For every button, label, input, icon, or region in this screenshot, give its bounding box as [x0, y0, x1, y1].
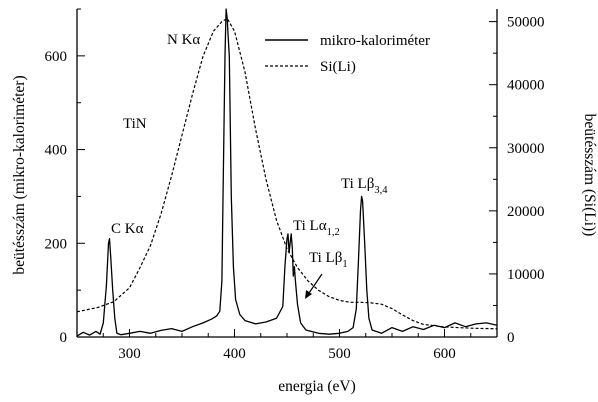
right-y-tick-label: 50000 — [507, 15, 545, 31]
x-axis-title: energia (eV) — [278, 378, 356, 395]
series-line-mikro-kalorim-ter — [76, 8, 498, 337]
axis-ticks: 300 400 500 600 0 200 400 600 0 10000 20000 30000 40… — [45, 8, 545, 362]
annotation-cka: C Kα — [111, 221, 144, 237]
annotation-ti-lb34-main: Ti Lβ — [341, 176, 374, 192]
right-y-tick-label: 10000 — [507, 267, 545, 283]
annotation-ti-lb1: Ti Lβ1 — [309, 250, 348, 270]
annotation-arrow — [305, 273, 323, 299]
left-y-tick-label: 600 — [45, 49, 68, 65]
x-tick-label: 300 — [118, 346, 141, 362]
left-y-tick-label: 0 — [60, 330, 68, 346]
x-tick-label: 500 — [328, 346, 351, 362]
right-y-tick-label: 0 — [507, 330, 515, 346]
series-line-si-li — [76, 17, 498, 330]
right-y-tick-label: 20000 — [507, 204, 545, 220]
annotation-ti-la-sub: 1,2 — [327, 227, 340, 238]
left-y-tick-label: 400 — [45, 143, 68, 159]
x-tick-label: 600 — [433, 346, 456, 362]
annotation-ti-lb34: Ti Lβ3,4 — [341, 176, 388, 196]
legend-label-si-li: Si(Li) — [320, 59, 356, 75]
right-y-tick-label: 40000 — [507, 78, 545, 94]
annotation-ti-la: Ti Lα1,2 — [293, 218, 340, 238]
annotation-ti-lb34-sub: 3,4 — [374, 185, 388, 196]
annotation-tin: TiN — [123, 116, 147, 132]
legend: mikro-kaloriméter Si(Li) — [265, 33, 430, 75]
legend-label-mikro-kalorimeter: mikro-kaloriméter — [320, 33, 430, 49]
annotation-ti-lb1-main: Ti Lβ — [309, 250, 342, 266]
plot-frame — [76, 9, 498, 338]
right-y-tick-label: 30000 — [507, 141, 545, 157]
left-y-axis-title: beütésszám (mikro-kaloriméter) — [11, 75, 28, 274]
annotation-ti-la-main: Ti Lα — [293, 218, 327, 234]
right-y-axis-title: beütésszám (Si(Li)) — [581, 114, 598, 237]
annotation-ti-lb1-sub: 1 — [342, 259, 347, 270]
series-layer — [76, 8, 498, 337]
x-tick-label: 400 — [223, 346, 246, 362]
annotation-nka: N Kα — [167, 32, 200, 48]
left-y-tick-label: 200 — [45, 236, 68, 252]
